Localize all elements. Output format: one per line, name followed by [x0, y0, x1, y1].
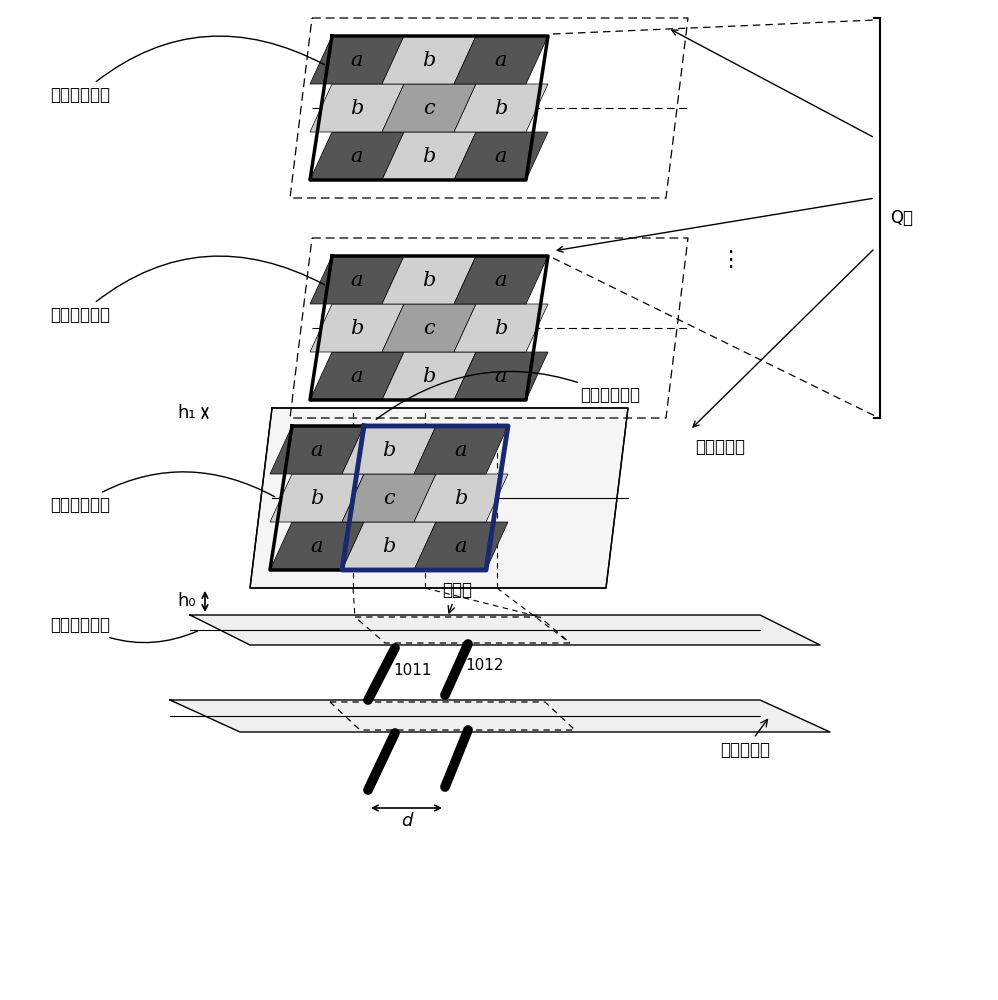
Text: ⋮: ⋮ — [719, 250, 742, 270]
Text: c: c — [423, 318, 435, 338]
Text: 1011: 1011 — [393, 663, 431, 678]
Polygon shape — [250, 408, 628, 588]
Text: b: b — [454, 488, 468, 508]
Text: c: c — [383, 488, 395, 508]
Text: b: b — [382, 536, 395, 556]
Polygon shape — [342, 426, 436, 474]
Polygon shape — [310, 132, 404, 180]
Polygon shape — [270, 522, 364, 570]
Polygon shape — [454, 256, 548, 304]
Text: a: a — [350, 270, 363, 290]
Polygon shape — [382, 352, 476, 400]
Text: c: c — [423, 99, 435, 117]
Polygon shape — [382, 304, 476, 352]
Polygon shape — [382, 36, 476, 84]
Text: a: a — [455, 440, 467, 460]
Polygon shape — [342, 522, 436, 570]
Polygon shape — [310, 256, 404, 304]
Text: a: a — [495, 270, 507, 290]
Text: 第二目标区域: 第二目标区域 — [376, 371, 640, 419]
Text: 第一对称轴: 第一对称轴 — [695, 438, 745, 456]
Text: a: a — [455, 536, 467, 556]
Text: h₀: h₀ — [177, 592, 196, 610]
Text: b: b — [350, 99, 363, 117]
Polygon shape — [170, 700, 830, 732]
Polygon shape — [310, 352, 404, 400]
Text: 第一目标区域: 第一目标区域 — [50, 616, 198, 643]
Text: 第二对称轴: 第二对称轴 — [720, 719, 770, 759]
Polygon shape — [454, 84, 548, 132]
Text: a: a — [350, 50, 363, 70]
Text: a: a — [495, 50, 507, 70]
Text: b: b — [422, 270, 436, 290]
Text: b: b — [494, 99, 508, 117]
Polygon shape — [310, 304, 404, 352]
Polygon shape — [310, 84, 404, 132]
Text: 第一目标区域: 第一目标区域 — [50, 256, 324, 324]
Polygon shape — [190, 615, 820, 645]
Text: d: d — [401, 812, 412, 830]
Text: b: b — [422, 50, 436, 70]
Text: a: a — [350, 146, 363, 165]
Polygon shape — [342, 474, 436, 522]
Polygon shape — [414, 522, 508, 570]
Text: 第一目标区域: 第一目标区域 — [50, 36, 324, 104]
Text: a: a — [310, 440, 323, 460]
Polygon shape — [382, 132, 476, 180]
Text: a: a — [495, 146, 507, 165]
Polygon shape — [382, 84, 476, 132]
Polygon shape — [454, 132, 548, 180]
Text: 重合区: 重合区 — [442, 581, 472, 613]
Polygon shape — [414, 474, 508, 522]
Polygon shape — [414, 426, 508, 474]
Text: a: a — [495, 366, 507, 385]
Text: b: b — [422, 146, 436, 165]
Text: b: b — [350, 318, 363, 338]
Text: b: b — [310, 488, 323, 508]
Polygon shape — [382, 256, 476, 304]
Text: a: a — [310, 536, 323, 556]
Polygon shape — [270, 474, 364, 522]
Text: Q层: Q层 — [890, 209, 913, 227]
Text: a: a — [350, 366, 363, 385]
Polygon shape — [310, 36, 404, 84]
Polygon shape — [454, 304, 548, 352]
Text: 第一目标区域: 第一目标区域 — [50, 472, 274, 514]
Text: h₁: h₁ — [177, 404, 196, 422]
Polygon shape — [454, 352, 548, 400]
Polygon shape — [454, 36, 548, 84]
Polygon shape — [270, 426, 364, 474]
Text: b: b — [422, 366, 436, 385]
Text: b: b — [494, 318, 508, 338]
Text: b: b — [382, 440, 395, 460]
Text: 1012: 1012 — [465, 658, 504, 673]
